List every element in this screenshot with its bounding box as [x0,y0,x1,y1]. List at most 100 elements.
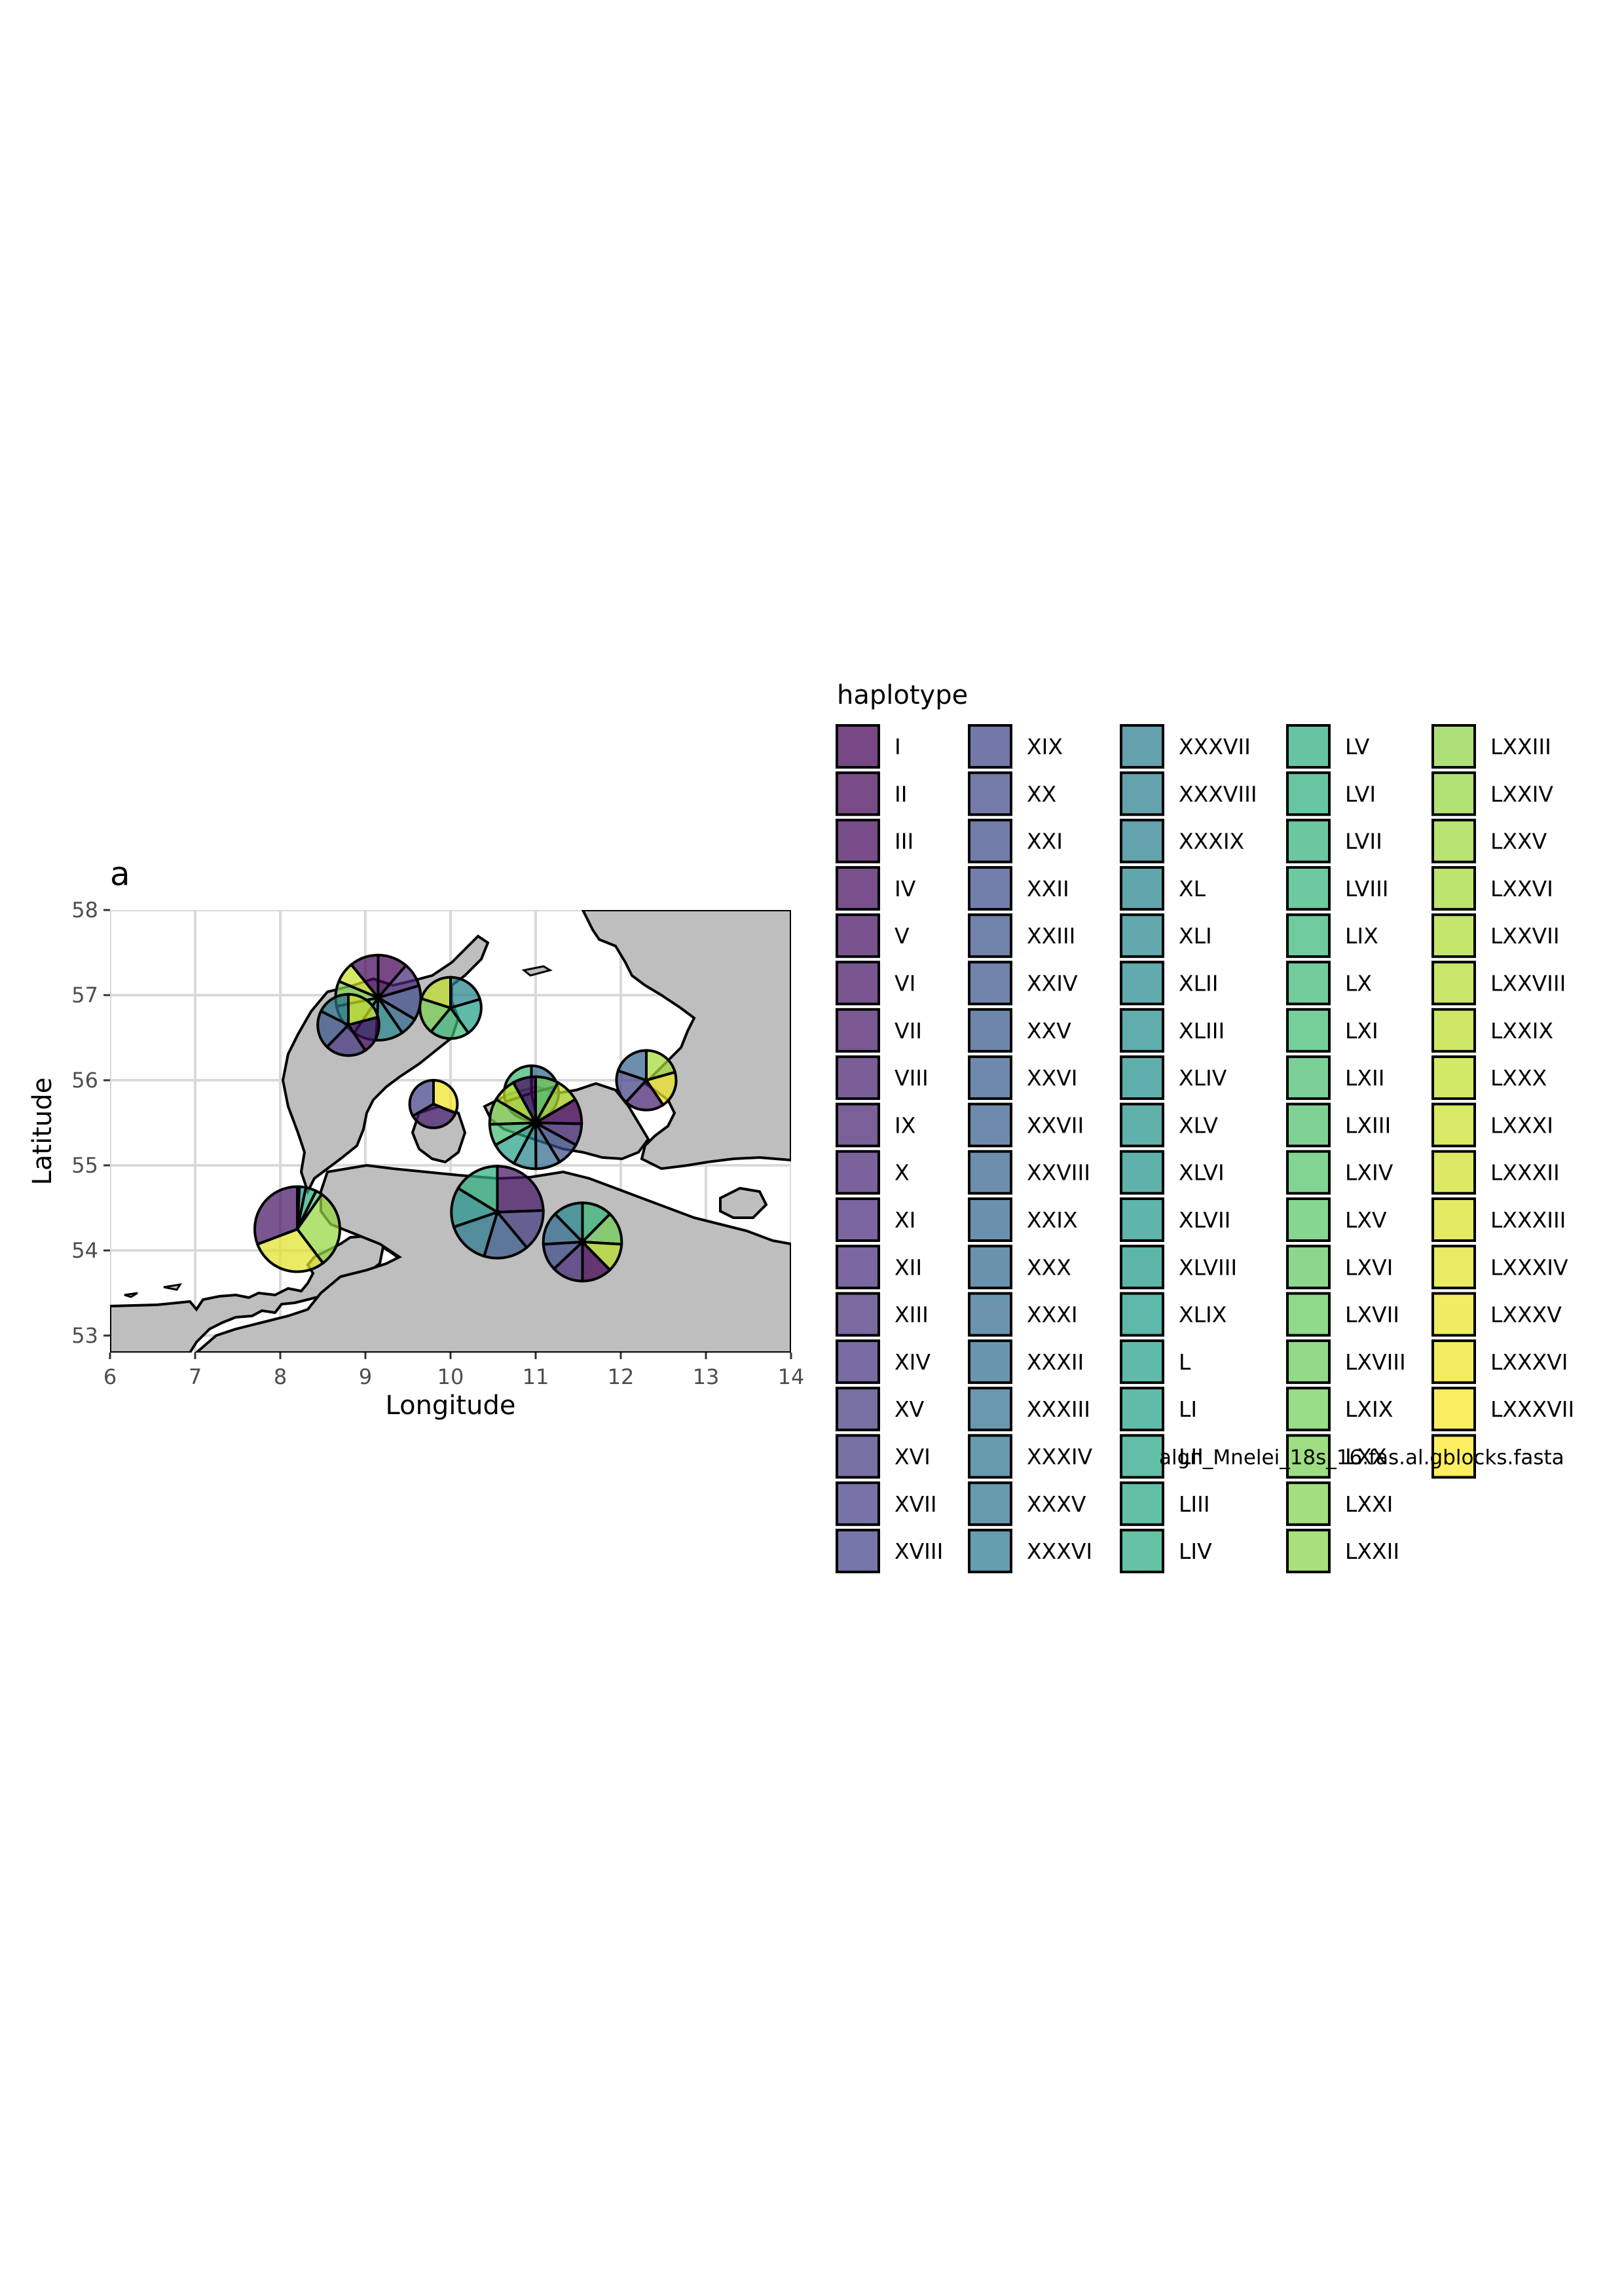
legend-label: II [895,781,907,807]
legend-label: LXXII [1345,1539,1399,1564]
legend-label: LXXXIII [1490,1207,1566,1233]
legend-item: LX [1286,960,1372,1006]
legend-label: XLV [1179,1112,1218,1138]
legend-label: LXXI [1345,1491,1393,1517]
y-tick-label: 53 [71,1323,98,1348]
legend-label: LI [1179,1396,1197,1422]
x-tick-label: 10 [437,1364,464,1389]
legend-key [836,1008,880,1053]
legend-key [836,1150,880,1195]
legend-label: XXI [1027,829,1063,854]
legend-item: XXIV [968,960,1078,1006]
legend-key [968,771,1012,816]
pie-chart [615,1049,678,1112]
legend-label: LXXVIII [1490,971,1566,996]
legend-label: XXX [1027,1254,1071,1280]
legend-key [1431,1055,1476,1101]
x-tick-label: 11 [523,1364,549,1389]
legend-key [836,1245,880,1290]
legend-key [1120,1150,1164,1195]
pie-slice [511,1075,537,1128]
legend-key [836,960,880,1006]
legend-label: LXXXI [1490,1112,1553,1138]
legend-title: haplotype [837,680,968,710]
legend-key [1431,818,1476,864]
legend-label: XXVI [1027,1065,1078,1091]
legend-item: XXVIII [968,1150,1090,1195]
legend-key [1286,1102,1331,1148]
legend-key [1120,771,1164,816]
legend-key [1286,1292,1331,1337]
legend-label: LXV [1345,1207,1387,1233]
legend-item: LXXVIII [1431,960,1566,1006]
legend-label: XIX [1027,734,1063,759]
legend-key [1120,913,1164,958]
panel-label: a [110,855,130,893]
legend-key [836,1481,880,1526]
legend-key [968,724,1012,769]
legend-key [1286,1339,1331,1384]
legend-item: LXI [1286,1008,1378,1053]
legend-item: XXIII [968,913,1075,958]
legend-key [968,866,1012,911]
legend-label: LXXX [1490,1065,1547,1091]
legend-label: XLVI [1179,1160,1225,1186]
legend-item: XXXV [968,1481,1086,1526]
pie-slice [325,1023,367,1057]
legend-label: LXIV [1345,1160,1393,1186]
legend-item: XVII [836,1481,937,1526]
pie-slice [448,997,483,1035]
legend-label: XXXIII [1027,1396,1090,1422]
legend-item: XIV [836,1339,931,1384]
pie-chart [542,1201,623,1283]
legend-label: XII [895,1254,922,1280]
legend-label: I [895,734,901,759]
legend-key [968,1292,1012,1337]
legend-item: XXVI [968,1055,1078,1101]
legend-item: X [836,1150,910,1195]
legend-key [1120,1387,1164,1432]
legend-items: IIIIIIIVVVIVIIVIIIIXXXIXIIXIIIXIVXVXVIXV… [836,724,1574,1574]
legend-item: XIX [968,724,1063,769]
legend-key [836,1387,880,1432]
pie-chart [450,1165,545,1260]
legend-item: LXV [1286,1197,1387,1242]
legend-key [836,1102,880,1148]
x-tick-label: 6 [103,1364,117,1389]
legend-item: LXVIII [1286,1339,1406,1384]
legend-label: LXXXIV [1490,1254,1568,1280]
legend-label: LXVI [1345,1254,1393,1280]
legend-item: LXIV [1286,1150,1393,1195]
legend-label: XLIII [1179,1018,1225,1044]
legend-key [968,1197,1012,1242]
legend-item: LXXIX [1431,1008,1553,1053]
legend-label: IX [895,1112,915,1138]
legend-key [836,1434,880,1479]
legend-key [1431,960,1476,1006]
legend-key [836,818,880,864]
legend-label: XLII [1179,971,1218,996]
legend-key [968,818,1012,864]
legend-key [1431,1150,1476,1195]
legend-label: XVIII [895,1539,943,1564]
legend-item: L [1120,1339,1191,1384]
legend-label: V [895,923,910,949]
legend-label: LXVIII [1345,1349,1406,1375]
legend-item: XXXVII [1120,724,1251,769]
legend-label: LXX [1345,1444,1387,1470]
legend-item: LV [1286,724,1370,769]
legend-item: LVI [1286,771,1376,816]
legend-label: XV [895,1396,925,1422]
legend-item: LXXX [1431,1055,1547,1101]
legend-key [1431,724,1476,769]
legend-key [1120,1245,1164,1290]
legend-item: LXXIII [1431,724,1551,769]
legend-label: XXXI [1027,1302,1078,1328]
legend-label: LXXXV [1490,1302,1562,1328]
pie-slice [295,1192,341,1266]
legend-item: XVIII [836,1529,943,1574]
legend-key [1286,1150,1331,1195]
legend-label: LXIII [1345,1112,1391,1138]
legend-item: LXXXIV [1431,1245,1568,1290]
